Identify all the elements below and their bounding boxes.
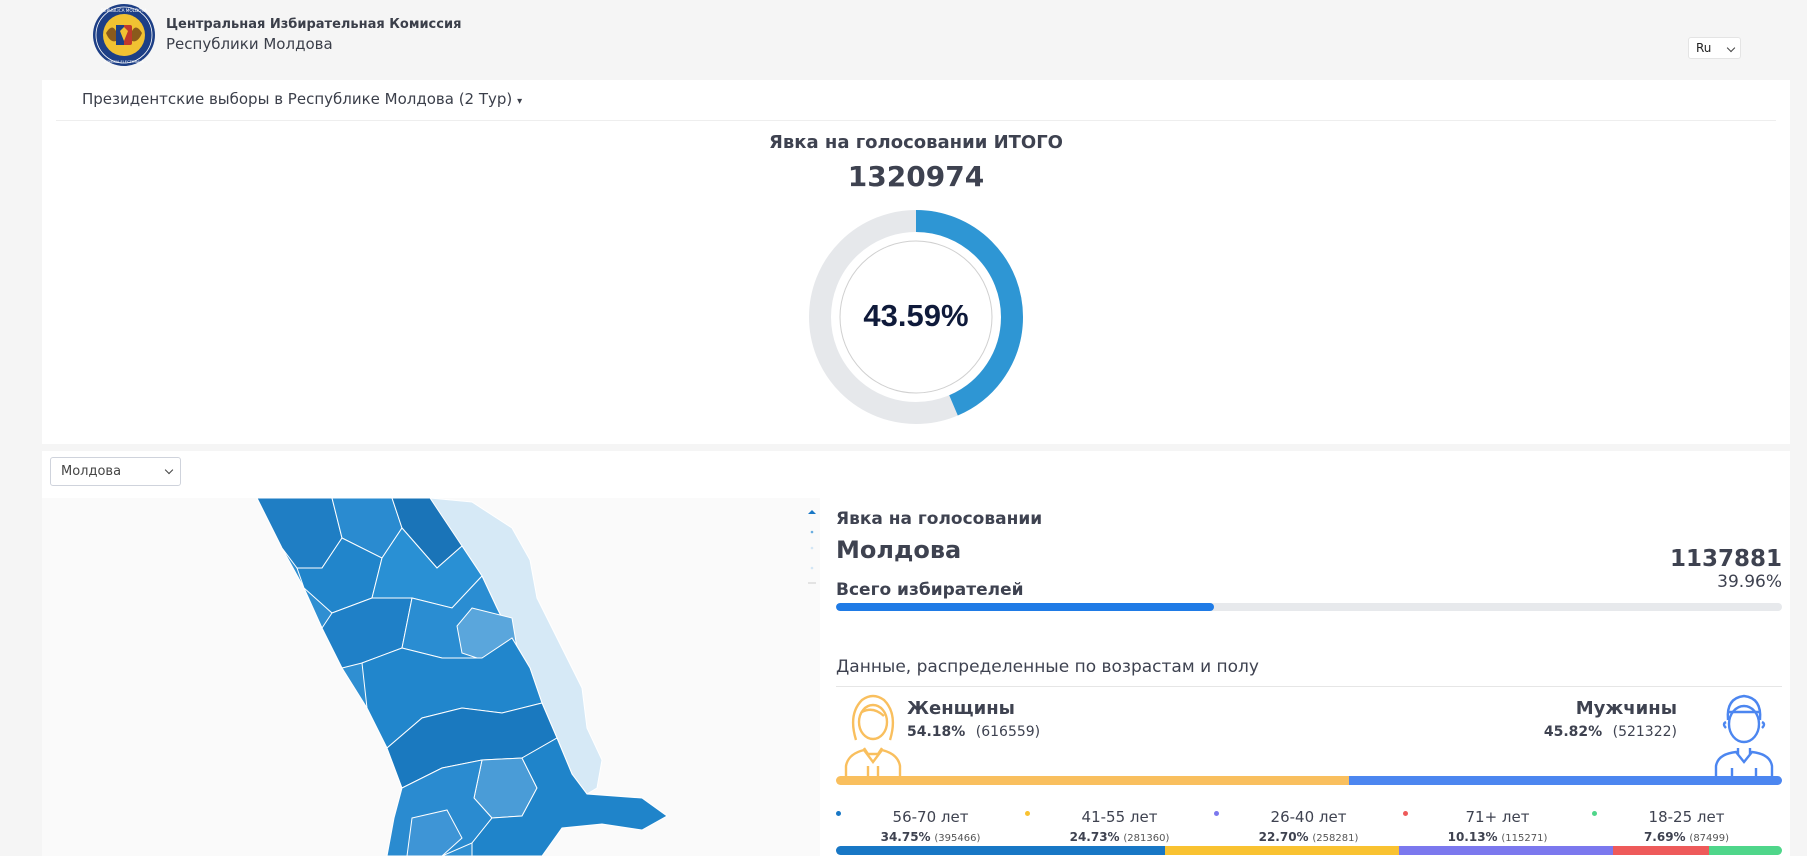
- moldova-map[interactable]: [42, 498, 820, 856]
- cec-logo: REPUBLICA MOLDOVA COMISIA ELECTORALĂ: [93, 4, 155, 66]
- age-group-count: (395466): [934, 833, 981, 844]
- women-stat: 54.18% (616559): [907, 724, 1040, 740]
- org-name-line2: Республики Молдова: [166, 35, 333, 53]
- age-group-percent: 22.70%: [1258, 830, 1309, 844]
- age-group-percent: 34.75%: [880, 830, 931, 844]
- women-percent: 54.18%: [907, 724, 966, 740]
- age-group-count: (115271): [1501, 833, 1548, 844]
- region-turnout-count: 1137881: [1669, 546, 1782, 572]
- age-group-count: (87499): [1689, 833, 1730, 844]
- election-title[interactable]: Президентские выборы в Республике Молдов…: [82, 90, 523, 108]
- man-icon: [1714, 694, 1774, 778]
- region-select-value: Молдова: [61, 464, 122, 479]
- gender-bar-men[interactable]: [1348, 776, 1782, 785]
- donut-fill-arc: [809, 210, 1023, 424]
- region-select[interactable]: Молдова: [50, 457, 181, 486]
- age-group-percent: 7.69%: [1643, 830, 1686, 844]
- turnout-donut-chart: [809, 210, 1023, 424]
- org-name-line1: Центральная Избирательная Комиссия: [166, 17, 462, 32]
- language-select[interactable]: Ru: [1688, 37, 1741, 59]
- age-group-label: 41-55 лет: [1081, 808, 1158, 826]
- legend-dot-icon: [1592, 811, 1597, 816]
- total-voters-label: Всего избирателей: [836, 580, 1024, 600]
- age-group-stat: 7.69% (87499): [1592, 830, 1781, 844]
- age-group-count: (281360): [1123, 833, 1170, 844]
- gender-split-bar: [836, 776, 1782, 785]
- age-group-label: 18-25 лет: [1648, 808, 1725, 826]
- age-bar-segment[interactable]: [1613, 846, 1710, 855]
- age-group-label: 71+ лет: [1465, 808, 1530, 826]
- voters-progress-fill: [836, 603, 1215, 611]
- woman-icon: [844, 694, 902, 778]
- region-turnout-percent: 39.96%: [1717, 572, 1782, 592]
- total-turnout-percent: 43.59%: [863, 298, 969, 333]
- age-bar-segment[interactable]: [1164, 846, 1399, 855]
- age-group-stat: 22.70% (258281): [1214, 830, 1403, 844]
- chevron-down-icon: [1726, 43, 1736, 53]
- legend-dot-icon: [1403, 811, 1408, 816]
- svg-text:COMISIA ELECTORALĂ: COMISIA ELECTORALĂ: [104, 59, 144, 64]
- map-region-south-3[interactable]: [471, 737, 668, 856]
- gender-bar-women[interactable]: [836, 776, 1349, 785]
- divider: [836, 686, 1782, 687]
- dropdown-caret-icon: ▾: [517, 96, 523, 107]
- total-turnout-count: 1320974: [847, 160, 985, 193]
- legend-dot-icon: [1025, 811, 1030, 816]
- age-group-stat: 10.13% (115271): [1403, 830, 1592, 844]
- men-label: Мужчины: [1575, 698, 1677, 719]
- age-split-bar: [836, 846, 1782, 855]
- women-label: Женщины: [907, 698, 1015, 719]
- map-region-south-4[interactable]: [406, 809, 463, 856]
- age-group-label: 26-40 лет: [1270, 808, 1347, 826]
- legend-dot-icon: [1214, 811, 1219, 816]
- women-count: (616559): [975, 724, 1041, 740]
- age-group-label: 56-70 лет: [892, 808, 969, 826]
- region-name: Молдова: [836, 536, 962, 564]
- demographics-title: Данные, распределенные по возрастам и по…: [836, 657, 1259, 677]
- language-select-value: Ru: [1696, 41, 1712, 55]
- age-bar-segment[interactable]: [1709, 846, 1782, 855]
- moldova-map-svg: [256, 498, 668, 856]
- age-group-percent: 24.73%: [1069, 830, 1120, 844]
- legend-dot-icon: [836, 811, 841, 816]
- age-group-count: (258281): [1312, 833, 1359, 844]
- age-bar-segment[interactable]: [836, 846, 1165, 855]
- age-group-stat: 34.75% (395466): [836, 830, 1025, 844]
- men-count: (521322): [1612, 724, 1677, 740]
- region-turnout-title: Явка на голосовании: [836, 509, 1043, 529]
- map-legend-scroll[interactable]: [806, 508, 818, 588]
- men-stat: 45.82% (521322): [1544, 724, 1677, 740]
- voters-progress-bar: [836, 603, 1782, 611]
- divider: [56, 120, 1776, 121]
- age-bar-segment[interactable]: [1398, 846, 1614, 855]
- svg-text:REPUBLICA MOLDOVA: REPUBLICA MOLDOVA: [101, 8, 147, 13]
- men-percent: 45.82%: [1543, 724, 1603, 740]
- total-turnout-title: Явка на голосовании ИТОГО: [769, 132, 1063, 153]
- donut-inner-ring: [839, 240, 993, 394]
- age-group-stat: 24.73% (281360): [1025, 830, 1214, 844]
- chevron-down-icon: [164, 465, 174, 475]
- age-group-percent: 10.13%: [1447, 830, 1498, 844]
